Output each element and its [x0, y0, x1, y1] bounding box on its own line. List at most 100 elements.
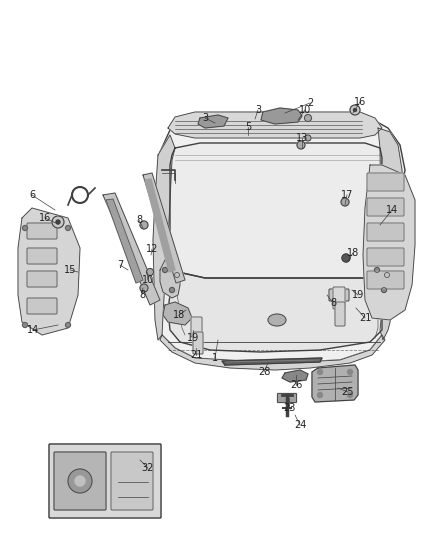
Circle shape [174, 272, 180, 278]
Polygon shape [170, 143, 382, 278]
FancyBboxPatch shape [367, 173, 404, 191]
Text: 28: 28 [258, 367, 270, 377]
Circle shape [318, 369, 322, 375]
Circle shape [52, 216, 64, 228]
Text: 13: 13 [296, 133, 308, 143]
Text: 3: 3 [255, 105, 261, 115]
Text: 18: 18 [173, 310, 185, 320]
Text: 15: 15 [64, 265, 76, 275]
Circle shape [374, 268, 379, 272]
Circle shape [75, 476, 85, 486]
Text: 3: 3 [202, 113, 208, 123]
Circle shape [305, 135, 311, 141]
Polygon shape [282, 370, 308, 382]
Circle shape [347, 369, 353, 375]
Circle shape [22, 322, 28, 327]
Polygon shape [163, 302, 192, 325]
Text: 21: 21 [190, 350, 202, 360]
Circle shape [140, 221, 148, 229]
Polygon shape [153, 135, 175, 340]
FancyBboxPatch shape [27, 298, 57, 314]
Circle shape [318, 392, 322, 398]
Text: 17: 17 [341, 190, 353, 200]
FancyBboxPatch shape [329, 289, 349, 301]
FancyBboxPatch shape [367, 198, 404, 216]
Text: 10: 10 [299, 105, 311, 115]
Circle shape [66, 322, 71, 327]
Text: 32: 32 [142, 463, 154, 473]
Polygon shape [168, 112, 382, 138]
Text: 10: 10 [142, 275, 154, 285]
Polygon shape [261, 108, 302, 124]
Circle shape [66, 225, 71, 230]
Polygon shape [363, 165, 415, 320]
Text: 26: 26 [290, 380, 302, 390]
Polygon shape [168, 270, 382, 352]
Circle shape [170, 287, 174, 293]
Text: 5: 5 [245, 122, 251, 132]
Polygon shape [18, 208, 80, 335]
Circle shape [341, 198, 349, 206]
Text: 1: 1 [212, 353, 218, 363]
Text: 12: 12 [146, 244, 158, 254]
Polygon shape [222, 358, 322, 365]
Circle shape [68, 469, 92, 493]
Polygon shape [312, 365, 358, 402]
Circle shape [56, 220, 60, 224]
Polygon shape [106, 199, 143, 283]
Polygon shape [103, 193, 160, 305]
Text: 2: 2 [307, 98, 313, 108]
Text: 18: 18 [347, 248, 359, 258]
FancyBboxPatch shape [278, 393, 297, 402]
FancyBboxPatch shape [333, 287, 345, 309]
Circle shape [146, 269, 153, 276]
Circle shape [304, 115, 311, 122]
Circle shape [381, 287, 386, 293]
Circle shape [140, 284, 148, 292]
FancyBboxPatch shape [27, 223, 57, 239]
Circle shape [350, 105, 360, 115]
Text: 14: 14 [386, 205, 398, 215]
Text: 24: 24 [294, 420, 306, 430]
Polygon shape [154, 118, 405, 363]
FancyBboxPatch shape [54, 452, 106, 510]
FancyBboxPatch shape [27, 248, 57, 264]
Text: 19: 19 [187, 333, 199, 343]
Text: 8: 8 [330, 298, 336, 308]
Polygon shape [160, 335, 385, 370]
Polygon shape [160, 258, 180, 298]
FancyBboxPatch shape [367, 223, 404, 241]
Circle shape [297, 141, 305, 149]
Text: 19: 19 [352, 290, 364, 300]
Text: 16: 16 [354, 97, 366, 107]
Text: 25: 25 [342, 387, 354, 397]
Polygon shape [378, 128, 403, 340]
Circle shape [347, 392, 353, 398]
FancyBboxPatch shape [367, 248, 404, 266]
Polygon shape [143, 173, 185, 283]
Circle shape [353, 109, 357, 111]
Text: 14: 14 [27, 325, 39, 335]
Text: 7: 7 [117, 260, 123, 270]
FancyBboxPatch shape [27, 271, 57, 287]
FancyBboxPatch shape [193, 332, 203, 354]
Polygon shape [198, 115, 228, 128]
FancyBboxPatch shape [111, 452, 153, 510]
Text: 6: 6 [29, 190, 35, 200]
Text: 21: 21 [359, 313, 371, 323]
Circle shape [162, 268, 167, 272]
Circle shape [22, 225, 28, 230]
Circle shape [385, 272, 389, 278]
FancyBboxPatch shape [367, 271, 404, 289]
FancyBboxPatch shape [335, 302, 345, 326]
Polygon shape [372, 258, 390, 298]
Text: 23: 23 [283, 403, 295, 413]
FancyBboxPatch shape [191, 317, 202, 337]
Text: 8: 8 [136, 215, 142, 225]
FancyBboxPatch shape [49, 444, 161, 518]
Text: 8: 8 [139, 290, 145, 300]
Ellipse shape [268, 314, 286, 326]
Text: 16: 16 [39, 213, 51, 223]
Polygon shape [145, 179, 175, 272]
Circle shape [342, 254, 350, 262]
